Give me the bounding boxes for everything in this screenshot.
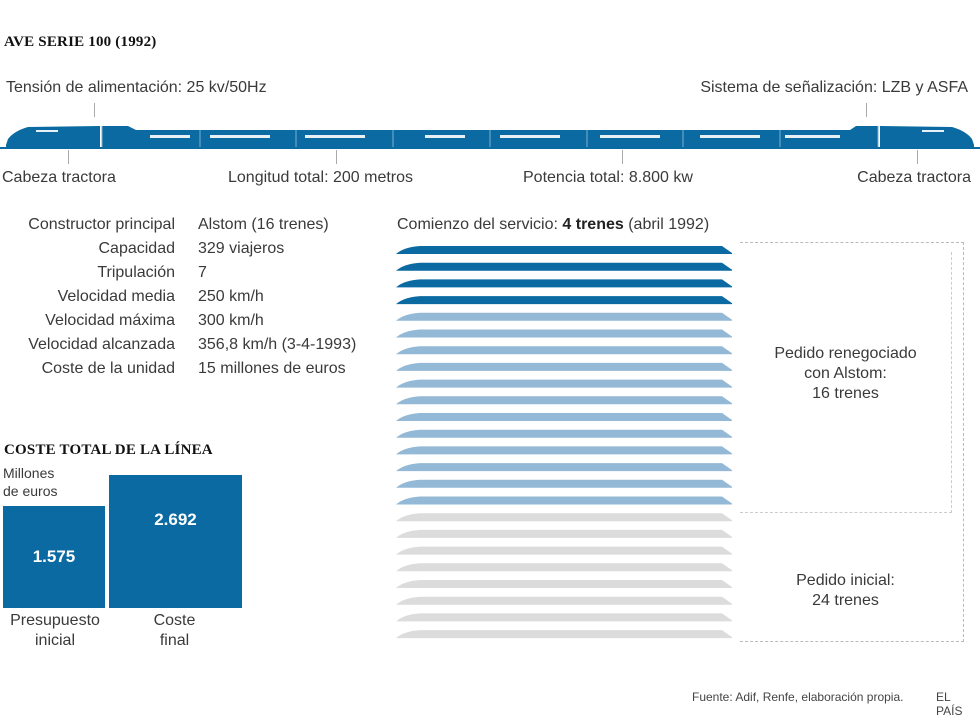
signaling-leader-line bbox=[866, 103, 867, 117]
fleet-train-cancelled bbox=[396, 630, 732, 639]
spec-row: Coste de la unidad 15 millones de euros bbox=[0, 360, 390, 384]
fleet-heading-prefix: Comienzo del servicio: bbox=[397, 216, 563, 233]
fleet-train-renegotiated-extra bbox=[396, 396, 732, 405]
train-windows bbox=[36, 130, 944, 138]
cost-bar-category: Coste final bbox=[108, 611, 241, 651]
fleet-heading-bold: 4 trenes bbox=[562, 216, 624, 233]
fleet-pictogram bbox=[396, 246, 732, 639]
unit-line-1: Millones bbox=[3, 465, 55, 481]
fleet-train-cancelled bbox=[396, 546, 732, 555]
length-leader-line bbox=[336, 150, 337, 164]
specs-table: Constructor principal Alstom (16 trenes)… bbox=[0, 216, 390, 386]
fleet-train-cancelled bbox=[396, 580, 732, 588]
page-title: AVE SERIE 100 (1992) bbox=[4, 34, 157, 50]
fleet-train-renegotiated-extra bbox=[396, 446, 732, 455]
cost-bar-category: Presupuesto inicial bbox=[0, 611, 110, 651]
renegotiated-order-bracket bbox=[740, 252, 952, 513]
category-line-1: Coste bbox=[153, 612, 196, 629]
right-power-head bbox=[880, 126, 974, 147]
fleet-heading-suffix: (abril 1992) bbox=[623, 216, 710, 233]
spec-value: 329 viajeros bbox=[198, 240, 285, 257]
spec-row: Constructor principal Alstom (16 trenes) bbox=[0, 216, 390, 240]
spec-value: 7 bbox=[198, 264, 207, 281]
spec-label: Tripulación bbox=[97, 264, 175, 281]
fleet-train-cancelled bbox=[396, 529, 732, 538]
cost-bar-final: 2.692 bbox=[109, 475, 242, 608]
spec-value: Alstom (16 trenes) bbox=[198, 216, 329, 233]
head-right-leader-line bbox=[917, 150, 918, 164]
fleet-train-service-start bbox=[396, 246, 732, 254]
cost-chart-unit: Millones de euros bbox=[3, 464, 57, 500]
initial-line-2: 24 trenes bbox=[812, 592, 879, 609]
fleet-train-renegotiated-extra bbox=[396, 312, 732, 321]
spec-label: Constructor principal bbox=[28, 216, 175, 233]
head-right-label: Cabeza tractora bbox=[857, 169, 971, 186]
fleet-train-cancelled bbox=[396, 613, 732, 622]
brand-logo: EL PAÍS bbox=[936, 690, 963, 718]
fleet-train-service-start bbox=[396, 296, 732, 305]
spec-label: Velocidad alcanzada bbox=[28, 336, 175, 353]
fleet-train-service-start bbox=[396, 279, 732, 288]
train-illustration bbox=[0, 126, 980, 149]
spec-value: 15 millones de euros bbox=[198, 360, 346, 377]
fleet-train-renegotiated-extra bbox=[396, 463, 732, 472]
length-label: Longitud total: 200 metros bbox=[228, 169, 414, 186]
fleet-train-renegotiated-extra bbox=[396, 346, 732, 355]
fleet-heading: Comienzo del servicio: 4 trenes (abril 1… bbox=[397, 216, 709, 234]
category-line-2: final bbox=[159, 632, 190, 649]
spec-row: Tripulación 7 bbox=[0, 264, 390, 288]
head-left-leader-line bbox=[68, 150, 69, 164]
fleet-train-renegotiated-extra bbox=[396, 379, 732, 388]
fleet-train-cancelled bbox=[396, 513, 732, 522]
fleet-train-cancelled bbox=[396, 596, 732, 605]
spec-row: Velocidad máxima 300 km/h bbox=[0, 312, 390, 336]
cost-bar-presupuesto: 1.575 bbox=[3, 506, 105, 608]
spec-value: 356,8 km/h (3-4-1993) bbox=[198, 336, 357, 353]
fleet-train-renegotiated-extra bbox=[396, 413, 732, 421]
spec-label: Velocidad media bbox=[57, 288, 175, 305]
fleet-train-renegotiated-extra bbox=[396, 429, 732, 438]
left-power-head bbox=[6, 126, 100, 147]
spec-label: Velocidad máxima bbox=[45, 312, 175, 329]
spec-value: 300 km/h bbox=[198, 312, 264, 329]
fleet-train-renegotiated-extra bbox=[396, 479, 732, 488]
spec-value: 250 km/h bbox=[198, 288, 264, 305]
fleet-train-service-start bbox=[396, 262, 732, 271]
category-line-2: inicial bbox=[34, 632, 75, 649]
cost-bar-value: 2.692 bbox=[154, 509, 197, 529]
initial-line-1: Pedido inicial: bbox=[796, 572, 895, 589]
spec-row: Capacidad 329 viajeros bbox=[0, 240, 390, 264]
car-dividers bbox=[101, 126, 879, 147]
initial-order-bracket bbox=[740, 242, 964, 642]
power-leader-line bbox=[622, 150, 623, 164]
source-note: Fuente: Adif, Renfe, elaboración propia. bbox=[692, 690, 904, 704]
voltage-label: Tensión de alimentación: 25 kv/50Hz bbox=[6, 79, 267, 96]
spec-label: Coste de la unidad bbox=[41, 360, 175, 377]
spec-label: Capacidad bbox=[98, 240, 176, 257]
renegotiated-order-label: Pedido renegociado con Alstom: 16 trenes bbox=[740, 344, 951, 404]
spec-row: Velocidad media 250 km/h bbox=[0, 288, 390, 312]
fleet-train-renegotiated-extra bbox=[396, 362, 732, 371]
fleet-train-renegotiated-extra bbox=[396, 329, 732, 338]
renegotiated-line-3: 16 trenes bbox=[812, 385, 879, 402]
cost-chart-title: COSTE TOTAL DE LA LÍNEA bbox=[4, 442, 213, 458]
fleet-train-cancelled bbox=[396, 563, 732, 572]
power-label: Potencia total: 8.800 kw bbox=[523, 169, 693, 186]
signaling-label: Sistema de señalización: LZB y ASFA bbox=[700, 79, 968, 96]
unit-line-2: de euros bbox=[3, 483, 58, 499]
voltage-leader-line bbox=[94, 103, 95, 117]
category-line-1: Presupuesto bbox=[10, 612, 100, 629]
spec-row: Velocidad alcanzada 356,8 km/h (3-4-1993… bbox=[0, 336, 390, 360]
head-left-label: Cabeza tractora bbox=[2, 169, 116, 186]
renegotiated-line-2: con Alstom: bbox=[804, 365, 887, 382]
initial-order-label: Pedido inicial: 24 trenes bbox=[740, 571, 951, 611]
fleet-train-renegotiated-extra bbox=[396, 496, 732, 505]
track-line bbox=[0, 147, 980, 149]
renegotiated-line-1: Pedido renegociado bbox=[774, 345, 917, 362]
cost-bar-value: 1.575 bbox=[32, 547, 76, 566]
